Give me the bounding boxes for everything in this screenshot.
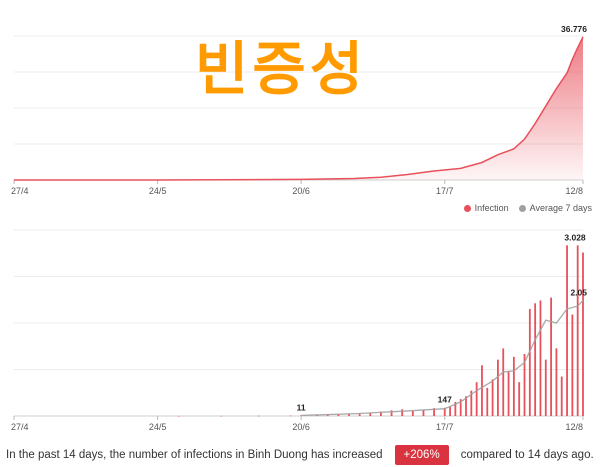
daily-bar-chart: 27/4 24/5 20/6 17/7 12/8 11 147 3.028 2.05: [11, 229, 587, 432]
bar: [507, 370, 510, 416]
data-label: 147: [438, 395, 452, 405]
bar: [571, 314, 574, 416]
bar: [300, 415, 303, 416]
x-tick-label: 27/4: [11, 186, 29, 196]
bar: [337, 414, 340, 416]
bar: [523, 354, 526, 416]
bar: [518, 382, 521, 416]
bar: [380, 411, 382, 416]
cumulative-area-chart: 27/4 24/5 20/6 17/7 12/8 36.776: [11, 24, 587, 196]
bar: [566, 245, 568, 416]
bar: [539, 300, 542, 416]
x-tick-label: 27/4: [11, 422, 29, 432]
bar: [555, 348, 558, 416]
bar: [475, 382, 478, 416]
area-line: [13, 36, 584, 181]
x-tick-label: 17/7: [436, 186, 454, 196]
x-tick-label: 24/5: [149, 186, 167, 196]
bar: [326, 414, 329, 416]
legend-dot-infection: [463, 204, 471, 212]
chart-legend: Infection Average 7 days: [463, 203, 592, 213]
footer-suffix: compared to 14 days ago.: [460, 449, 594, 461]
x-tick-label: 17/7: [436, 422, 454, 432]
legend-dot-average: [518, 204, 526, 212]
bar: [528, 308, 531, 416]
bar: [369, 412, 372, 416]
bar: [443, 407, 446, 416]
bar: [534, 303, 537, 416]
bar: [177, 415, 180, 417]
bar: [454, 401, 457, 416]
bar: [512, 356, 515, 416]
x-tick-label: 20/6: [292, 186, 310, 196]
summary-footer: In the past 14 days, the number of infec…: [6, 443, 596, 467]
bar: [411, 410, 414, 416]
bar: [465, 396, 467, 416]
bar: [449, 406, 451, 416]
x-tick-label: 12/8: [565, 422, 583, 432]
average-line: [301, 300, 584, 417]
legend-label-average: Average 7 days: [529, 203, 592, 213]
bar: [470, 390, 473, 416]
legend-item-average[interactable]: Average 7 days: [518, 203, 592, 213]
bar: [422, 409, 425, 416]
bar: [289, 415, 292, 417]
bar: [358, 413, 361, 416]
bar: [486, 387, 489, 416]
footer-prefix: In the past 14 days, the number of infec…: [6, 449, 383, 461]
bar: [582, 252, 584, 416]
bar: [497, 359, 499, 416]
legend-label-infection: Infection: [474, 203, 509, 213]
bar: [257, 415, 260, 417]
overlay-title: 빈증성: [195, 35, 368, 103]
bar: [348, 413, 350, 416]
data-label: 3.028: [564, 232, 586, 242]
bar: [491, 379, 494, 416]
legend-item-infection[interactable]: Infection: [463, 203, 509, 213]
bar: [401, 409, 404, 416]
data-label: 36.776: [561, 24, 587, 34]
bar: [576, 245, 579, 416]
data-label: 11: [297, 402, 306, 412]
change-badge: +206%: [394, 445, 449, 465]
bar: [220, 415, 223, 417]
data-label: 2.05: [570, 287, 587, 297]
bar: [390, 410, 393, 416]
bar: [433, 408, 436, 416]
bar: [459, 399, 462, 416]
area-fill: [14, 36, 583, 181]
bar: [560, 376, 563, 416]
x-tick-label: 20/6: [292, 422, 310, 432]
bar: [481, 365, 483, 416]
bar: [544, 359, 547, 416]
bar: [502, 348, 505, 416]
x-tick-label: 12/8: [565, 186, 583, 196]
x-tick-label: 24/5: [149, 422, 167, 432]
bar: [550, 297, 552, 416]
